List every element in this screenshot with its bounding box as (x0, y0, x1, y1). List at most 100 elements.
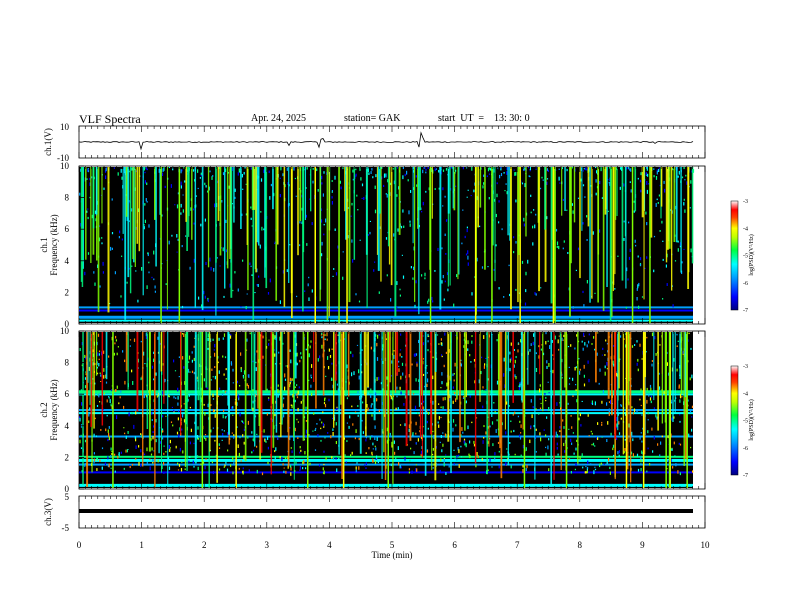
spectrogram-cell (432, 448, 434, 451)
spectrogram-cell (571, 442, 573, 445)
spectrogram-cell (689, 207, 691, 209)
spectrogram-cell (493, 268, 495, 271)
spectrogram-cell (582, 347, 584, 351)
spectrogram-cell (575, 462, 577, 467)
spectrogram-cell (432, 400, 434, 405)
spectrogram-burst (275, 167, 278, 301)
spectrogram-cell (566, 168, 568, 172)
spectrogram-cell (151, 276, 153, 279)
spectrogram-burst (634, 167, 637, 212)
spectrogram-cell (570, 471, 572, 474)
spectrogram-cell (283, 467, 285, 469)
spectrogram-cell (81, 342, 83, 346)
spectrogram-cell (398, 365, 400, 367)
spectrogram-burst (510, 167, 512, 310)
spectrogram-full-burst (201, 332, 204, 488)
spectrogram-cell (281, 456, 283, 461)
spectrogram-cell (581, 453, 583, 457)
spectrogram-cell (300, 352, 302, 355)
spectrogram-cell (506, 171, 508, 175)
spectrogram-burst (253, 332, 255, 442)
spectrogram-cell (529, 175, 531, 178)
ch2-spectrogram-image (79, 332, 694, 488)
spectrogram-cell (519, 382, 521, 384)
spectrogram-cell (321, 336, 323, 339)
spectrogram-cell (422, 373, 425, 376)
spectrogram-cell (193, 357, 195, 361)
spectrogram-burst (675, 167, 678, 243)
spectrogram-cell (524, 183, 526, 188)
spectrogram-cell (506, 401, 508, 405)
spectrogram-full-burst (346, 167, 348, 323)
spectrogram-cell (386, 427, 388, 432)
spectrogram-cell (609, 466, 611, 470)
spectrogram-cell (329, 355, 332, 358)
spectrogram-cell (583, 168, 585, 170)
spectrogram-burst (122, 167, 124, 234)
spectrogram-cell (612, 444, 615, 448)
spectrogram-cell (158, 168, 160, 173)
spectrogram-cell (646, 399, 648, 404)
spectrogram-cell (381, 176, 383, 180)
spectrogram-cell (582, 290, 584, 294)
spectrogram-cell (377, 334, 379, 339)
spectrogram-cell (422, 426, 424, 428)
spectrogram-cell (153, 459, 155, 462)
spectrogram-cell (96, 468, 98, 471)
spectrogram-cell (684, 179, 686, 181)
spectrogram-burst (539, 332, 541, 375)
spectrogram-cell (597, 437, 599, 440)
spectrogram-cell (658, 167, 660, 169)
spectrogram-cell (274, 243, 276, 245)
colorbar-tick-label: -5 (743, 254, 748, 260)
spectrogram-cell (180, 181, 182, 186)
spectrogram-cell (659, 454, 661, 457)
spectrogram-cell (641, 414, 643, 416)
spectrogram-burst (688, 167, 690, 273)
spectrogram-cell (232, 414, 234, 416)
spectrogram-cell (290, 466, 292, 471)
spectrogram-cell (293, 437, 295, 441)
spectrogram-cell (218, 447, 221, 450)
spectrogram-cell (642, 427, 644, 430)
spectrogram-burst (199, 332, 202, 442)
spectrogram-cell (645, 172, 647, 176)
spectrogram-cell (608, 408, 610, 413)
spectrogram-cell (279, 194, 281, 198)
spectrogram-cell (268, 343, 270, 346)
spectrogram-cell (177, 462, 179, 465)
spectrogram-burst (538, 167, 541, 292)
spectrogram-burst (247, 167, 249, 291)
spectrogram-cell (203, 290, 205, 295)
spectrogram-cell (274, 353, 276, 357)
spectrogram-cell (626, 167, 628, 170)
spectrogram-cell (336, 383, 338, 386)
spectrogram-cell (80, 223, 82, 227)
spectrogram-cell (442, 275, 444, 279)
spectrogram-cell (617, 451, 619, 455)
spectrogram-cell (289, 377, 292, 382)
spectrogram-cell (526, 464, 528, 469)
spectrogram-cell (662, 240, 664, 242)
spectrogram-cell (515, 376, 517, 380)
spectrogram-cell (177, 417, 179, 421)
spectrogram-cell (103, 392, 105, 395)
spectrogram-cell (513, 251, 515, 254)
colorbar-tick-label: -6 (743, 281, 748, 287)
spectrogram-burst (569, 167, 572, 264)
spectrogram-cell (312, 430, 314, 432)
spectrogram-burst (207, 167, 210, 268)
spectrogram-cell (528, 175, 530, 177)
spectrogram-cell (397, 407, 399, 411)
spectrogram-cell (121, 176, 123, 180)
spectrogram-cell (203, 378, 205, 382)
spectrogram-cell (411, 470, 413, 474)
spectrogram-cell (594, 348, 596, 351)
spectrogram-cell (421, 211, 423, 213)
spectrogram-cell (651, 427, 653, 431)
spectrogram-cell (638, 282, 640, 287)
spectrogram-burst (417, 167, 419, 229)
spectrogram-cell (94, 282, 96, 286)
spectrogram-cell (131, 369, 133, 373)
spectrogram-burst (504, 332, 506, 430)
